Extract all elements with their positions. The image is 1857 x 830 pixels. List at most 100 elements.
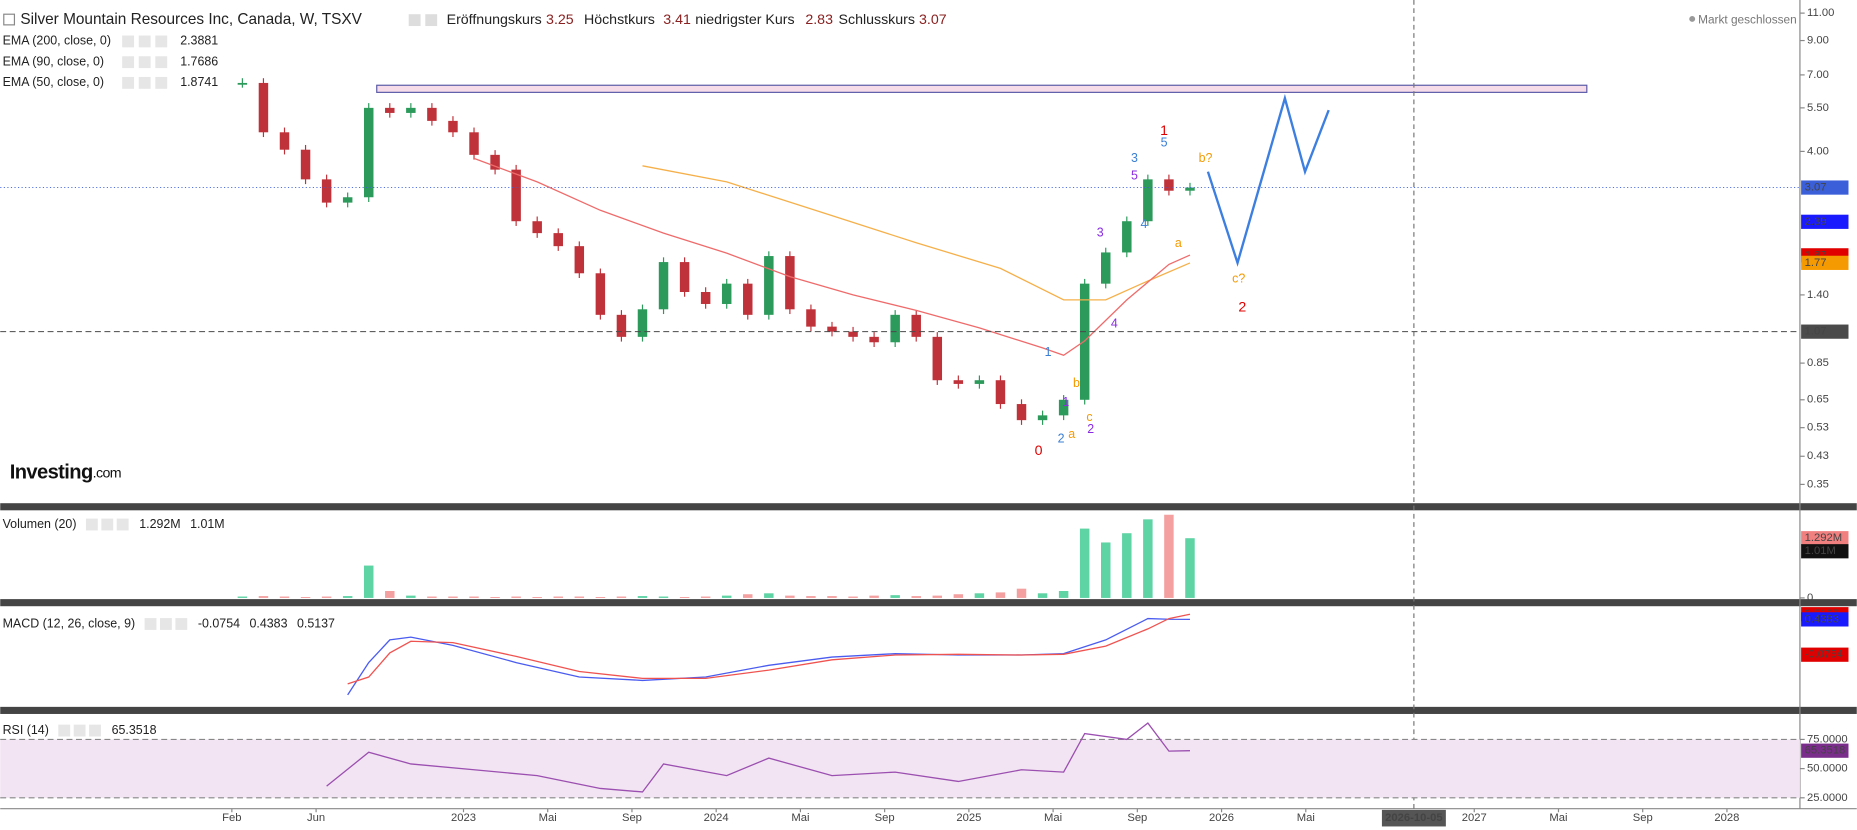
indicator-icon[interactable]: [122, 35, 135, 48]
value-badge: [1801, 612, 1849, 627]
value-badge: [1801, 255, 1849, 270]
indicator-icon[interactable]: [138, 35, 151, 48]
indicator-icon[interactable]: [122, 76, 135, 89]
candle: [1016, 404, 1027, 421]
wave-label: c?: [1232, 272, 1245, 286]
pane-icon[interactable]: [89, 724, 101, 737]
candle: [890, 314, 900, 343]
x-tick-label: Mai: [1297, 812, 1315, 824]
volume-bar: [1016, 588, 1027, 598]
indicator-icon[interactable]: [155, 35, 168, 48]
value-badge-label: 0.4383: [1805, 613, 1839, 625]
y-tick-label: 1.40: [1807, 289, 1829, 301]
candle: [974, 380, 985, 384]
indicator-value: 1.8741: [180, 75, 218, 89]
candle: [574, 246, 585, 274]
volume-bar: [300, 597, 311, 598]
candle: [1037, 415, 1048, 421]
crosshair-label: 2026-10-05: [1385, 812, 1442, 824]
candle: [427, 107, 437, 121]
candle: [300, 149, 311, 180]
volume-bar: [848, 596, 858, 598]
pane-icon[interactable]: [144, 618, 157, 630]
pane-icon[interactable]: [160, 618, 172, 630]
volume-bar: [827, 596, 837, 598]
candle: [511, 169, 521, 222]
wave-label: 1: [1160, 123, 1168, 139]
x-tick-label: 2026: [1209, 812, 1234, 824]
wave-label: a: [1068, 427, 1075, 441]
indicator-icon[interactable]: [138, 76, 151, 89]
indicator-line: [326, 722, 1190, 793]
pane-icon[interactable]: [58, 724, 71, 737]
volume-bar: [342, 596, 353, 598]
candle: [532, 221, 542, 234]
low-value: 2.83: [805, 12, 833, 28]
candle: [932, 336, 943, 381]
volume-bar: [953, 594, 964, 598]
x-tick-label: Feb: [222, 812, 241, 824]
wave-label: 3: [1097, 226, 1104, 240]
close-label: Schlusskurs: [839, 12, 915, 28]
candle: [1101, 252, 1111, 284]
volume-bar: [553, 596, 563, 598]
indicator-icon[interactable]: [122, 56, 135, 69]
volume-bar: [490, 597, 500, 598]
candle: [953, 380, 964, 384]
volume-bar: [743, 594, 753, 598]
resistance-zone: [376, 84, 1588, 93]
indicator-icon[interactable]: [155, 56, 168, 69]
volume-bar: [1037, 593, 1048, 598]
pane-icon[interactable]: [85, 518, 98, 531]
value-badge: [1801, 180, 1849, 195]
candle: [1079, 283, 1090, 400]
crosshair-badge: [1381, 809, 1446, 827]
candle: [827, 326, 837, 332]
x-tick-label: Mai: [1549, 812, 1567, 824]
candle: [785, 256, 795, 310]
indicator-line: [347, 617, 1190, 696]
pane-icon[interactable]: [101, 518, 114, 531]
pane-label: Volumen (20): [3, 517, 77, 531]
wave-label: 1: [1062, 395, 1069, 409]
wave-label: 2: [1238, 300, 1246, 316]
pane-icon[interactable]: [73, 724, 86, 737]
candle: [553, 233, 563, 247]
logo: Investing.com: [10, 462, 121, 484]
x-tick-label: Sep: [622, 812, 642, 824]
volume-bar: [679, 597, 690, 598]
volume-bar: [721, 595, 732, 598]
y-tick-label: 9.00: [1807, 35, 1829, 47]
candle: [700, 292, 711, 304]
candle: [595, 273, 606, 315]
pane-label: MACD (12, 26, close, 9): [3, 616, 136, 630]
volume-bar: [595, 597, 606, 598]
candle: [406, 107, 416, 113]
pane-icon[interactable]: [116, 518, 129, 531]
settings-icon[interactable]: [425, 14, 438, 27]
volume-bar: [1164, 514, 1174, 598]
x-tick-label: Mai: [1044, 812, 1062, 824]
volume-bar: [658, 596, 669, 598]
settings-icon[interactable]: [408, 14, 421, 27]
candle: [721, 283, 732, 304]
close-value: 3.07: [919, 12, 947, 28]
wave-label: 5: [1131, 169, 1138, 183]
indicator-icon[interactable]: [155, 76, 168, 89]
volume-bar: [764, 593, 774, 598]
value-badge-label: -0.0754: [1805, 649, 1843, 661]
pane-value: 1.292M: [139, 517, 180, 531]
volume-bar: [700, 596, 711, 598]
candle: [258, 82, 269, 133]
indicator-icon[interactable]: [138, 56, 151, 69]
pane-icon[interactable]: [175, 618, 188, 630]
candle: [616, 314, 627, 337]
value-badge-label: 1.07: [1805, 326, 1827, 338]
y-tick-label: 5.50: [1807, 102, 1829, 114]
indicator-label: EMA (200, close, 0): [3, 34, 111, 48]
collapse-icon[interactable]: [3, 13, 16, 26]
pane-value: 0.5137: [297, 616, 335, 630]
wave-label: b?: [1199, 151, 1213, 165]
